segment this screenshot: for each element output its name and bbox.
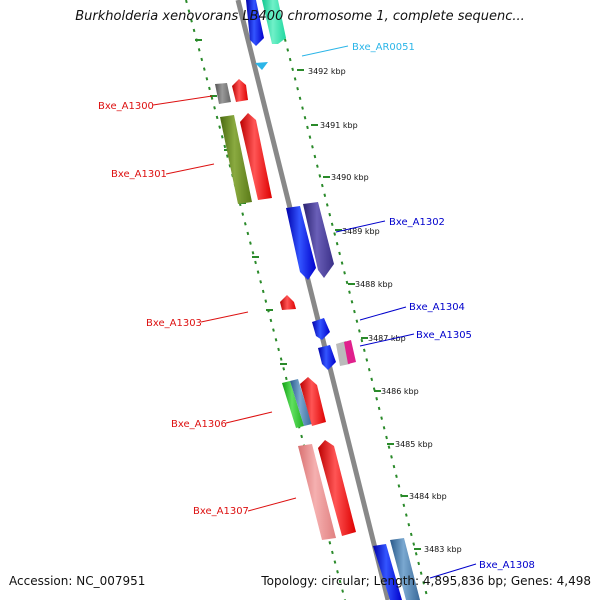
gene-label-a1306[interactable]: Bxe_A1306 — [171, 419, 227, 430]
accession-text: Accession: NC_007951 — [9, 574, 146, 588]
gene-label-a1305[interactable]: Bxe_A1305 — [416, 330, 472, 341]
tick-label: 3484 kbp — [409, 492, 447, 501]
gene-arrow-a1300-gray[interactable] — [215, 83, 231, 104]
gene-arrow-a1305-blue[interactable] — [318, 345, 336, 370]
gene-arrow-a1300-red[interactable] — [232, 79, 248, 102]
gene-arrow-a1301-olive[interactable] — [220, 115, 252, 204]
genome-summary-text: Topology: circular; Length: 4,895,836 bp… — [261, 574, 591, 588]
tick-label: 3490 kbp — [331, 173, 369, 182]
gene-label-a1307[interactable]: Bxe_A1307 — [193, 506, 249, 517]
map-title: Burkholderia xenovorans LB400 chromosome… — [75, 9, 525, 24]
tick-label: 3488 kbp — [355, 280, 393, 289]
gene-label-a1304[interactable]: Bxe_A1304 — [409, 302, 465, 313]
gene-arrow-a1307-pink[interactable] — [298, 444, 336, 540]
outer-dotted-guide — [274, 0, 429, 600]
gene-arrow-ar0051[interactable] — [255, 62, 268, 70]
tick-label: 3491 kbp — [320, 121, 358, 130]
gene-arrow-a1306-red[interactable] — [300, 377, 326, 426]
gene-label-a1302[interactable]: Bxe_A1302 — [389, 217, 445, 228]
tick-label: 3492 kbp — [308, 67, 346, 76]
gene-label-a1303[interactable]: Bxe_A1303 — [146, 318, 202, 329]
gene-arrow-a1308-blue[interactable] — [373, 544, 402, 600]
gene-arrow-a1307-red[interactable] — [318, 440, 356, 536]
gene-block-top-blue[interactable] — [246, 0, 264, 46]
gene-label-a1308[interactable]: Bxe_A1308 — [479, 560, 535, 571]
tick-label: 3485 kbp — [395, 440, 433, 449]
gene-arrow-a1308-steel[interactable] — [390, 538, 420, 600]
tick-label: 3486 kbp — [381, 387, 419, 396]
gene-arrow-a1303[interactable] — [280, 295, 296, 310]
tick-label: 3489 kbp — [342, 227, 380, 236]
leader-lines — [152, 45, 477, 579]
gene-arrow-a1302-blue[interactable] — [286, 206, 316, 280]
gene-block-top-teal[interactable] — [262, 0, 286, 44]
gene-label-a1301[interactable]: Bxe_A1301 — [111, 169, 167, 180]
gene-label-a1300[interactable]: Bxe_A1300 — [98, 101, 154, 112]
gene-arrow-a1302-purple[interactable] — [303, 202, 334, 278]
tick-labels: 3492 kbp 3491 kbp 3490 kbp 3489 kbp 3488… — [308, 67, 462, 554]
tick-label: 3487 kbp — [368, 334, 406, 343]
inner-dotted-guide — [185, 0, 346, 600]
gene-arrow-a1301-red[interactable] — [240, 113, 272, 200]
chromosome-backbone — [235, 0, 391, 600]
gene-arrow-a1305-magenta[interactable] — [344, 340, 356, 364]
tick-label: 3483 kbp — [424, 545, 462, 554]
gene-label-ar0051[interactable]: Bxe_AR0051 — [352, 42, 415, 53]
gene-arrow-a1304[interactable] — [312, 318, 330, 340]
gene-arrow-a1306-green[interactable] — [282, 381, 304, 428]
gene-arrow-a1306-steel[interactable] — [290, 379, 312, 426]
